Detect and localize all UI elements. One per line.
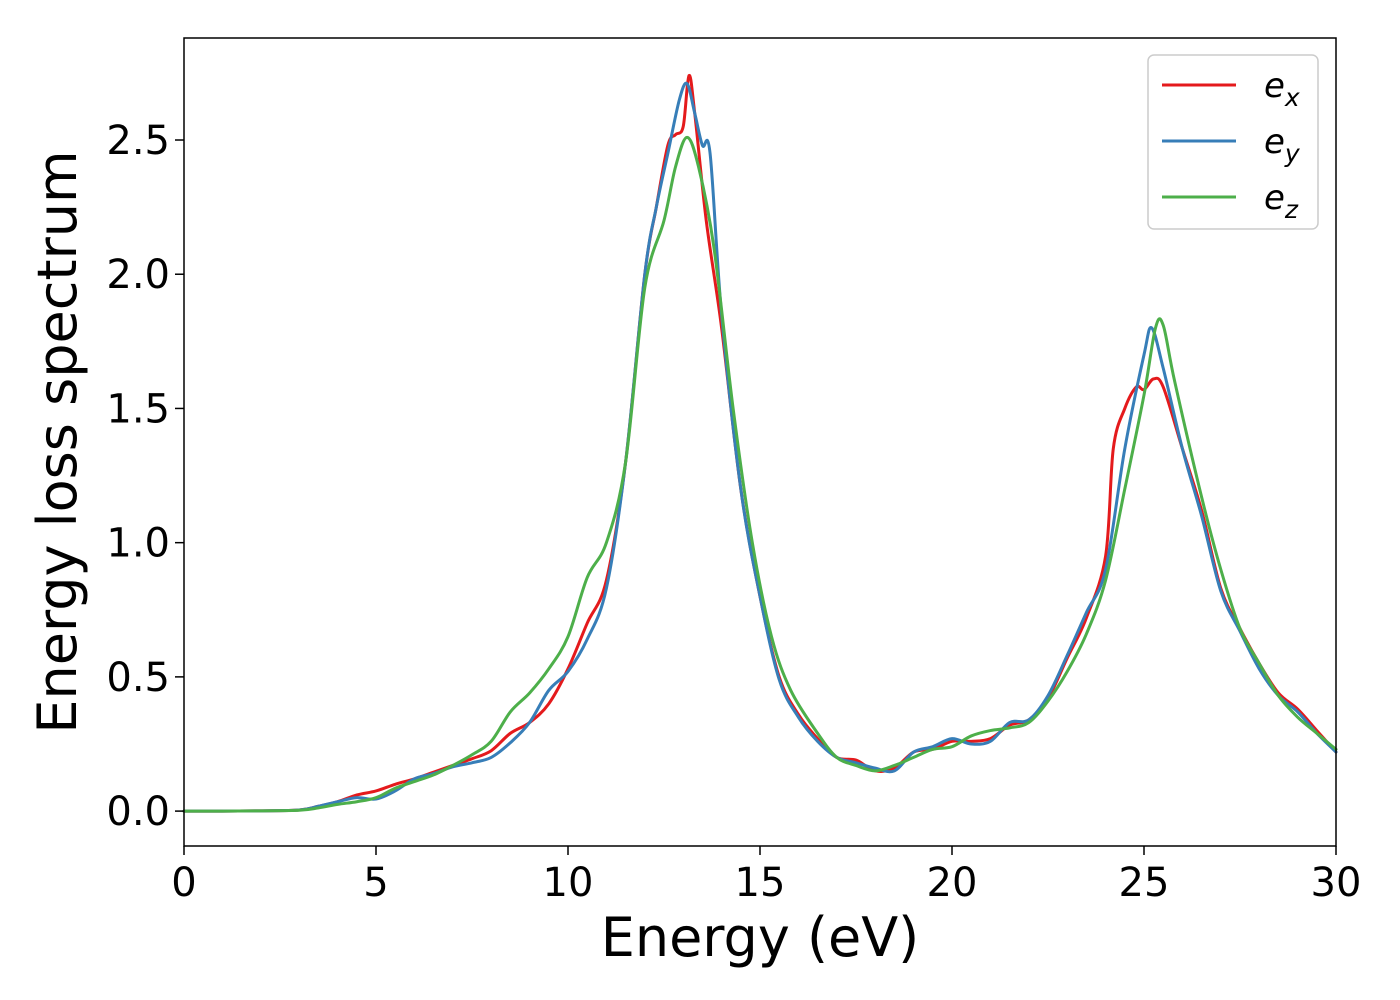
y-axis-title: Energy loss spectrum [26,150,89,733]
x-tick-label: 25 [1119,860,1170,906]
y-axis: 0.0 0.5 1.0 1.5 2.0 2.5 [106,118,184,835]
x-axis: 0 5 10 15 20 25 30 [171,846,1361,906]
series-line-z [182,135,1338,813]
x-tick-label: 15 [735,860,786,906]
y-tick-label: 1.5 [106,386,170,432]
x-tick-label: 5 [363,860,388,906]
x-tick-label: 20 [927,860,978,906]
legend-label-x: ex [1264,66,1300,112]
y-tick-label: 0.0 [106,789,170,835]
legend-entries: ex ey ez [1162,66,1301,224]
legend-label-y: ey [1264,122,1301,168]
legend: ex ey ez [1147,54,1319,230]
y-tick-label: 2.0 [106,252,170,298]
x-tick-label: 0 [171,860,196,906]
y-tick-label: 0.5 [106,655,170,701]
y-tick-label: 2.5 [106,118,170,164]
x-tick-label: 10 [543,860,594,906]
x-axis-title: Energy (eV) [601,906,920,969]
legend-label-z: ez [1264,178,1299,224]
y-tick-label: 1.0 [106,521,170,567]
series-layer [182,74,1338,813]
x-tick-label: 30 [1311,860,1362,906]
